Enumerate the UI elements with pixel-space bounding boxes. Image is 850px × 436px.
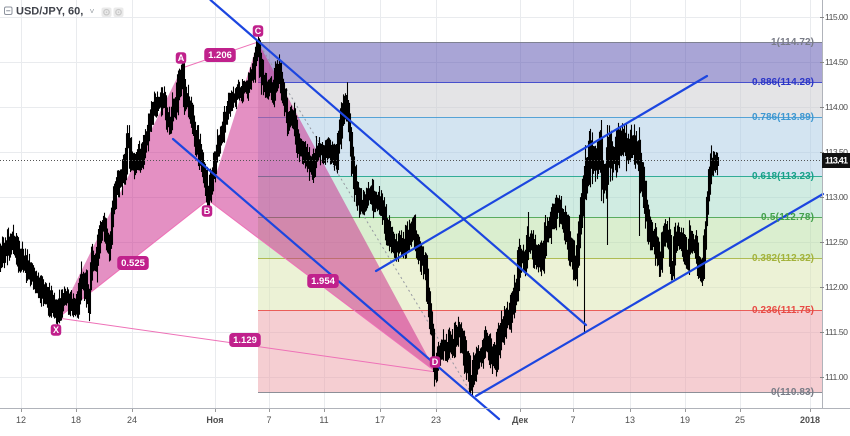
svg-text:112.00: 112.00 [825,282,848,292]
svg-text:1(114.72): 1(114.72) [771,37,814,48]
svg-text:11: 11 [319,415,328,425]
svg-text:113.41: 113.41 [825,156,848,166]
svg-text:0.525: 0.525 [121,258,145,269]
svg-text:113.00: 113.00 [825,192,848,202]
svg-text:0.618(113.23): 0.618(113.23) [752,171,814,182]
svg-text:111.00: 111.00 [825,372,848,382]
svg-text:1.129: 1.129 [233,335,257,346]
svg-text:24: 24 [127,415,137,425]
svg-text:2018: 2018 [800,415,820,425]
svg-text:0.382(112.32): 0.382(112.32) [752,253,814,264]
svg-text:115.00: 115.00 [825,12,848,22]
svg-text:A: A [178,53,185,63]
svg-text:X: X [53,325,59,335]
svg-text:D: D [432,357,439,367]
svg-text:23: 23 [431,415,441,425]
svg-text:112.50: 112.50 [825,237,848,247]
svg-text:0.236(111.75): 0.236(111.75) [752,305,814,316]
svg-text:C: C [255,26,262,36]
svg-text:19: 19 [680,415,690,425]
svg-text:Ноя: Ноя [206,415,223,425]
svg-text:111.50: 111.50 [825,327,848,337]
svg-text:0.786(113.89): 0.786(113.89) [752,112,814,123]
svg-text:13: 13 [625,415,635,425]
svg-text:7: 7 [266,415,271,425]
svg-text:˅: ˅ [90,6,95,16]
svg-text:0.5(112.78): 0.5(112.78) [761,212,814,223]
svg-text:114.00: 114.00 [825,102,848,112]
svg-text:113.50: 113.50 [825,147,848,157]
svg-text:17: 17 [375,415,385,425]
svg-text:Дек: Дек [512,415,529,425]
svg-text:B: B [204,206,211,216]
svg-text:18: 18 [71,415,81,425]
svg-text:12: 12 [16,415,26,425]
svg-text:0(110.83): 0(110.83) [771,387,814,398]
svg-text:25: 25 [735,415,745,425]
svg-text:1.954: 1.954 [311,276,335,287]
svg-text:1.206: 1.206 [208,50,232,61]
svg-text:114.50: 114.50 [825,57,848,67]
svg-text:7: 7 [570,415,575,425]
svg-text:0.886(114.28): 0.886(114.28) [752,77,814,88]
svg-text:USD/JPY, 60,: USD/JPY, 60, [16,6,83,18]
